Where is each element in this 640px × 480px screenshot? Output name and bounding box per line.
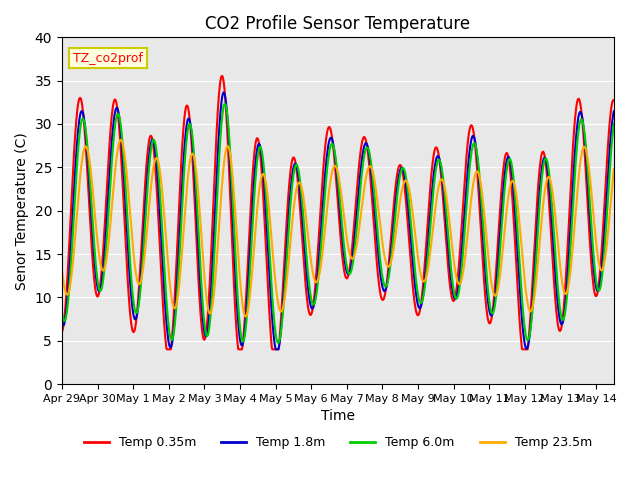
Temp 23.5m xyxy=(610,166,618,172)
Temp 1.8m xyxy=(282,252,290,257)
Temp 1.8m xyxy=(490,307,497,313)
Temp 6.0m xyxy=(58,310,66,316)
Temp 23.5m xyxy=(242,313,250,319)
Temp 6.0m xyxy=(490,309,497,315)
Temp 0.35m xyxy=(282,226,290,231)
Temp 0.35m xyxy=(610,97,618,103)
Temp 0.35m xyxy=(115,114,122,120)
Temp 23.5m xyxy=(302,216,310,221)
Temp 1.8m xyxy=(272,347,280,352)
Line: Temp 23.5m: Temp 23.5m xyxy=(62,140,614,316)
Temp 23.5m xyxy=(282,283,290,289)
Temp 6.0m xyxy=(221,101,228,107)
Temp 23.5m xyxy=(438,177,446,182)
Temp 0.35m xyxy=(58,329,66,335)
X-axis label: Time: Time xyxy=(321,409,355,423)
Title: CO2 Profile Sensor Temperature: CO2 Profile Sensor Temperature xyxy=(205,15,470,33)
Temp 0.35m xyxy=(218,73,226,79)
Temp 6.0m xyxy=(115,111,122,117)
Temp 6.0m xyxy=(438,167,446,173)
Temp 1.8m xyxy=(58,321,66,326)
Line: Temp 0.35m: Temp 0.35m xyxy=(62,76,614,349)
Temp 6.0m xyxy=(274,340,282,346)
Temp 0.35m xyxy=(499,167,507,172)
Temp 1.8m xyxy=(302,264,310,270)
Temp 1.8m xyxy=(438,172,446,178)
Temp 1.8m xyxy=(610,108,618,114)
Temp 1.8m xyxy=(499,187,507,192)
Text: TZ_co2prof: TZ_co2prof xyxy=(73,51,143,65)
Temp 23.5m xyxy=(115,144,122,149)
Temp 0.35m xyxy=(438,183,446,189)
Temp 1.8m xyxy=(220,90,228,96)
Temp 1.8m xyxy=(115,108,122,114)
Temp 6.0m xyxy=(499,202,507,207)
Temp 0.35m xyxy=(302,288,310,293)
Temp 6.0m xyxy=(282,265,290,271)
Temp 0.35m xyxy=(490,301,497,307)
Y-axis label: Senor Temperature (C): Senor Temperature (C) xyxy=(15,132,29,289)
Line: Temp 6.0m: Temp 6.0m xyxy=(62,104,614,343)
Temp 6.0m xyxy=(302,248,310,254)
Temp 23.5m xyxy=(58,266,66,272)
Legend: Temp 0.35m, Temp 1.8m, Temp 6.0m, Temp 23.5m: Temp 0.35m, Temp 1.8m, Temp 6.0m, Temp 2… xyxy=(79,431,597,454)
Temp 23.5m xyxy=(499,241,507,247)
Temp 0.35m xyxy=(163,347,171,352)
Temp 6.0m xyxy=(610,121,618,127)
Line: Temp 1.8m: Temp 1.8m xyxy=(62,93,614,349)
Temp 23.5m xyxy=(490,290,497,296)
Temp 23.5m xyxy=(117,137,125,143)
